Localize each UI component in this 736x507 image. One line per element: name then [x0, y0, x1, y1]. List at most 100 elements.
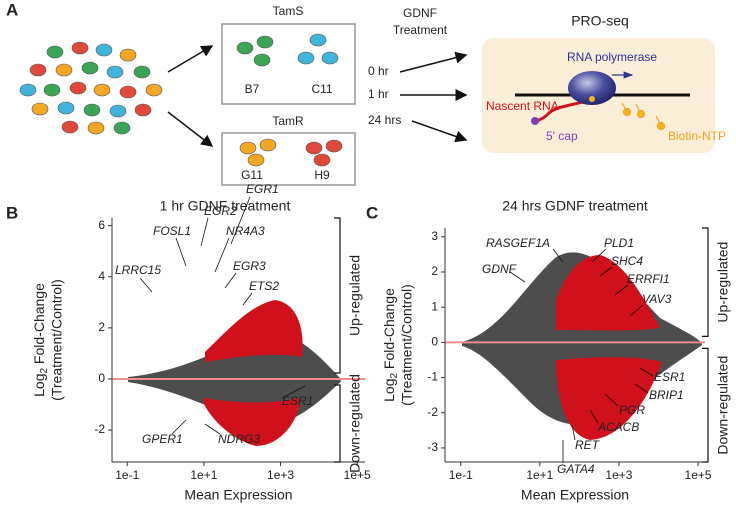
y-axis-label: (Treatment/Control): [49, 279, 65, 401]
gene-label: ETS2: [249, 279, 279, 293]
chart-title: 1 hr GDNF treatment: [160, 198, 291, 214]
annotation-line: [171, 419, 187, 435]
polymerase: [568, 71, 616, 105]
chart-title: 24 hrs GDNF treatment: [502, 198, 648, 214]
annotation-line: [639, 367, 654, 377]
bracket: [702, 227, 709, 337]
annotation-line: [571, 424, 576, 441]
arrow: [411, 120, 468, 143]
proseq-title: PRO-seq: [571, 13, 629, 29]
annotation-line: [591, 248, 607, 263]
annotation-line: [281, 385, 306, 399]
bracket-label: Up-regulated: [715, 242, 731, 323]
annotation-line: [614, 284, 629, 296]
tamr-box: [221, 132, 356, 186]
y-label-sub: 2: [39, 368, 50, 374]
gene-label: GPER1: [142, 432, 183, 446]
y-label-part: Log: [381, 379, 397, 402]
cell-line: B7: [245, 82, 260, 96]
panel-letter: C: [366, 203, 378, 222]
gene-label: NR4A3: [226, 224, 265, 238]
x-axis-label: Mean Expression: [184, 487, 292, 503]
y-tick-label: 6: [98, 218, 105, 232]
y-tick-label: 1: [431, 299, 438, 313]
y-tick-label: -2: [94, 422, 105, 436]
bracket-label: Up-regulated: [347, 255, 363, 336]
cell-line: G11: [241, 168, 263, 182]
gene-label: VAV3: [642, 292, 672, 306]
y-axis-label: Log2 Fold-Change: [381, 288, 400, 402]
y-tick-label: -1: [427, 370, 438, 384]
y-tick-label: 0: [431, 335, 438, 349]
gene-label: PLD1: [604, 236, 634, 250]
bracket: [334, 217, 341, 374]
gene-label: FOSL1: [153, 224, 191, 238]
arrow: [167, 111, 214, 147]
bracket: [334, 384, 341, 463]
y-tick-label: 2: [431, 264, 438, 278]
cell-cluster: [19, 41, 163, 135]
ntp: [589, 96, 595, 102]
gene-label: SHC4: [611, 254, 643, 268]
y-axis-label: Log2 Fold-Change: [31, 283, 50, 397]
x-tick-label: 1e+3: [267, 468, 294, 482]
y-label-part: Fold-Change: [381, 288, 397, 373]
point-cloud: [462, 252, 702, 440]
cap-label: 5' cap: [546, 129, 578, 143]
gene-label: LRRC15: [115, 263, 161, 277]
x-tick-label: 1e+1: [190, 468, 217, 482]
annotation-line: [509, 271, 526, 283]
gene-label: NDRG3: [218, 432, 260, 446]
nascent-rna: [535, 98, 591, 123]
annotation-line: [224, 272, 237, 289]
treatment-label: GDNF: [403, 6, 437, 20]
gene-label: GDNF: [482, 262, 517, 276]
x-tick-label: 1e-1: [449, 468, 473, 482]
treatment-label: Treatment: [393, 23, 448, 37]
gene-label: EGR3: [233, 259, 266, 273]
y-axis-label: (Treatment/Control): [399, 284, 415, 406]
x-tick-label: 1e+5: [344, 468, 371, 482]
gene-label: RASGEF1A: [486, 236, 550, 250]
box-title: TamS: [273, 4, 304, 18]
annotation-line: [599, 266, 613, 277]
gene-label: PGR: [619, 403, 645, 417]
x-tick-label: 1e+5: [685, 468, 712, 482]
bracket: [702, 347, 709, 463]
cap: [531, 117, 539, 125]
arrow: [399, 51, 468, 73]
annotation-line: [230, 196, 251, 245]
ntp-label: Biotin-NTP: [668, 129, 726, 143]
y-tick-label: -3: [427, 440, 438, 454]
cell-line: H9: [314, 168, 330, 182]
x-axis-label: Mean Expression: [521, 487, 629, 503]
nascent-label: Nascent RNA: [486, 99, 559, 113]
gene-label: GATA4: [557, 462, 595, 476]
bracket-label: Down-regulated: [347, 374, 363, 473]
x-tick-label: 1e+1: [526, 468, 553, 482]
y-tick-label: -2: [427, 405, 438, 419]
y-tick-label: 4: [98, 269, 105, 283]
gene-label: ACACB: [597, 420, 639, 434]
gene-label: ESR1: [654, 370, 685, 384]
time-label: 0 hr: [368, 64, 389, 78]
bracket-label: Down-regulated: [715, 356, 731, 455]
annotation-line: [552, 248, 564, 263]
tams-cells: [236, 33, 339, 67]
time-label: 1 hr: [368, 87, 389, 101]
annotation-line: [175, 237, 187, 267]
x-tick-label: 1e-1: [115, 468, 139, 482]
annotation-line: [204, 423, 221, 435]
time-label: 24 hrs: [368, 113, 401, 127]
biotin-ntp: [621, 102, 666, 131]
annotation-line: [634, 383, 649, 394]
y-label-part: Log: [31, 374, 47, 397]
point-cloud: [128, 300, 341, 446]
cell-line: C11: [311, 82, 332, 96]
annotation-line: [214, 237, 230, 273]
y-tick-label: 0: [98, 371, 105, 385]
x-tick-label: 1e+3: [605, 468, 632, 482]
gene-label: ESR1: [282, 394, 313, 408]
y-label-part: Fold-Change: [31, 283, 47, 368]
